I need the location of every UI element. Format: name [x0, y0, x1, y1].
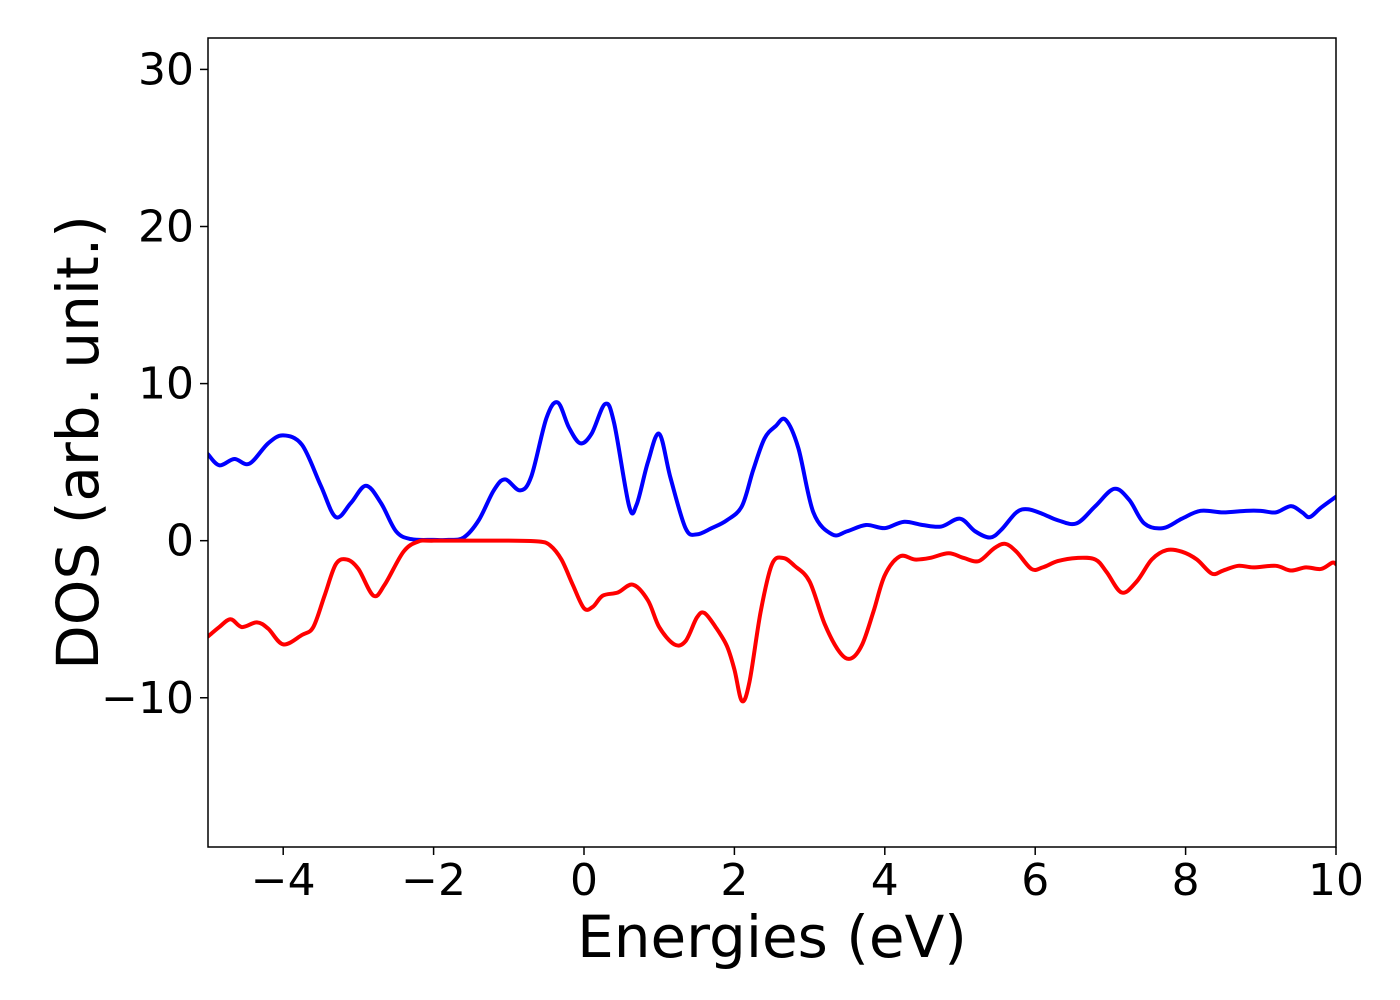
- x-tick-label: −2: [401, 855, 466, 906]
- y-axis-label: DOS (arb. unit.): [44, 215, 112, 670]
- series-line-1: [208, 400, 1336, 543]
- x-tick-label: 4: [871, 855, 899, 906]
- x-axis-ticks: −4 −2 0 2 4 6 8 10: [251, 847, 1364, 906]
- x-axis-label: Energies (eV): [577, 903, 967, 971]
- x-tick-label: 0: [570, 855, 598, 906]
- x-tick-label: 8: [1172, 855, 1200, 906]
- x-tick-label: 2: [720, 855, 748, 906]
- y-tick-label: 30: [138, 44, 194, 95]
- series-layer: [208, 400, 1336, 704]
- plot-frame: [207, 37, 1337, 848]
- series-line-2: [208, 538, 1336, 704]
- x-tick-label: 10: [1308, 855, 1364, 906]
- y-tick-label: 0: [166, 516, 194, 567]
- x-tick-label: 6: [1021, 855, 1049, 906]
- y-axis-ticks: −10 0 10 20 30: [101, 44, 208, 724]
- y-tick-label: 20: [138, 202, 194, 253]
- y-tick-label: 10: [138, 359, 194, 410]
- x-tick-label: −4: [251, 855, 316, 906]
- y-tick-label: −10: [101, 673, 194, 724]
